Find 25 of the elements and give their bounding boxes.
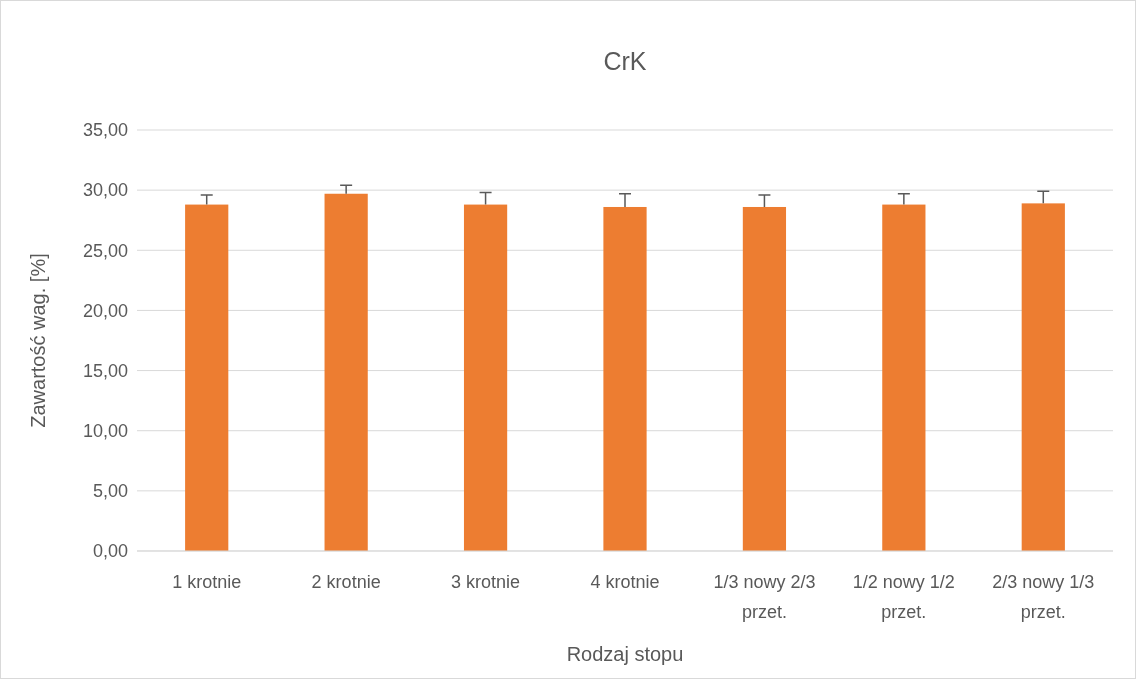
x-tick-label: 1/3 nowy 2/3 przet. bbox=[713, 572, 816, 622]
bar bbox=[185, 204, 229, 551]
y-tick-label: 15,00 bbox=[82, 360, 128, 381]
x-tick-label: 2 krotnie bbox=[311, 572, 381, 592]
y-tick-label: 20,00 bbox=[82, 300, 128, 321]
bar bbox=[603, 206, 647, 551]
x-tick-label: 4 krotnie bbox=[590, 572, 660, 592]
y-tick-label: 25,00 bbox=[82, 240, 128, 261]
bar bbox=[324, 193, 368, 551]
x-tick-label: 1 krotnie bbox=[172, 572, 242, 592]
x-tick-label: 2/3 nowy 1/3 przet. bbox=[992, 572, 1095, 622]
y-tick-label: 35,00 bbox=[82, 120, 128, 141]
y-tick-label: 5,00 bbox=[92, 481, 128, 502]
bar bbox=[742, 206, 787, 551]
y-tick-label: 10,00 bbox=[82, 421, 128, 442]
bar bbox=[463, 204, 508, 551]
bar bbox=[1021, 203, 1065, 551]
bar bbox=[882, 204, 926, 551]
x-axis-title: Rodzaj stopu bbox=[566, 643, 684, 665]
chart-title: CrK bbox=[603, 47, 647, 75]
y-tick-label: 30,00 bbox=[82, 180, 128, 201]
y-tick-label: 0,00 bbox=[92, 541, 128, 562]
x-tick-label: 1/2 nowy 1/2 przet. bbox=[852, 572, 955, 622]
y-axis-title: Zawartość wag. [%] bbox=[27, 253, 49, 428]
x-tick-label: 3 krotnie bbox=[451, 572, 521, 592]
